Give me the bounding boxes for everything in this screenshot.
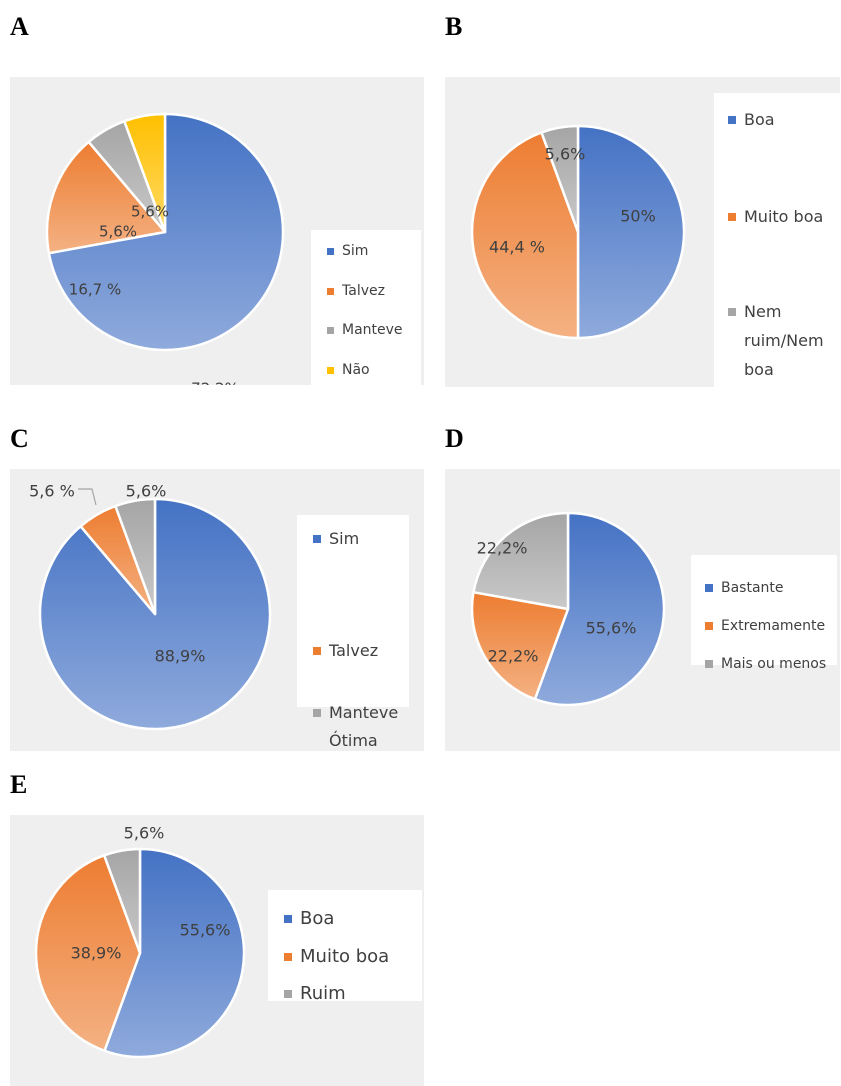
pie-chart-c: 88,9% 5,6 % 5,6% Sim Talvez Manteve Ótima <box>10 469 424 751</box>
panel-letter-b: B <box>445 12 463 41</box>
data-label-ruim: 5,6% <box>124 824 165 843</box>
pie-slice-muito-boa <box>470 131 580 340</box>
legend-label: Talvez <box>342 283 385 299</box>
legend-label: Sim <box>342 243 369 259</box>
legend-item-manteve-tima: Manteve Ótima <box>313 699 398 755</box>
pie-chart-a: 72,2% 16,7 % 5,6% 5,6% Sim Talvez Manteve Não <box>10 77 424 388</box>
data-label-n-o: 5,6% <box>131 203 169 221</box>
pie-slice-n-o <box>123 112 167 234</box>
data-label-talvez: 5,6 % <box>29 482 75 501</box>
data-label-mais-ou-menos: 22,2% <box>477 539 528 558</box>
pie-svg: 72,2% 16,7 % 5,6% 5,6% <box>45 112 285 386</box>
legend-swatch <box>327 366 334 374</box>
panel-letter-c: C <box>10 424 29 453</box>
legend: Boa Muito boa Ruim <box>268 890 422 1004</box>
pie-slice-talvez <box>45 140 167 255</box>
data-label-talvez: 16,7 % <box>69 281 121 299</box>
legend-label: Boa <box>744 110 775 129</box>
legend-label: Manteve <box>342 322 403 338</box>
legend-item-extremamente: Extremamente <box>705 617 825 635</box>
legend-swatch <box>705 622 713 630</box>
data-label-manteve: 5,6% <box>99 223 137 241</box>
legend-swatch <box>728 307 736 316</box>
legend-swatch <box>284 953 292 961</box>
legend-item-muito-boa: Muito boa <box>728 202 823 231</box>
pie-slice-nem-ruim-nem-boa <box>540 124 580 234</box>
legend-item-boa: Boa <box>284 908 334 930</box>
legend-item-bastante: Bastante <box>705 579 784 597</box>
legend: Sim Talvez Manteve Não <box>311 230 421 388</box>
panel-letter-d: D <box>445 424 464 453</box>
legend-item-talvez: Talvez <box>327 282 385 300</box>
legend-item-mais-ou-menos: Mais ou menos <box>705 655 826 673</box>
legend-label: Mais ou menos <box>721 656 827 672</box>
leader-line <box>78 488 97 506</box>
pie-slice-muito-boa <box>34 854 142 1052</box>
pie-svg: 55,6% 22,2% 22,2% <box>470 511 666 707</box>
legend-swatch <box>327 287 334 295</box>
legend-item-talvez: Talvez <box>313 637 378 665</box>
legend-label: Não <box>342 362 370 378</box>
data-label-manteve-tima: 5,6% <box>126 482 167 501</box>
pie-slice-sim <box>38 497 272 731</box>
data-label-nem-ruim-nem-boa: 5,6% <box>545 145 586 164</box>
data-label-boa: 50% <box>620 207 656 226</box>
pie-slice-mais-ou-menos <box>472 511 570 611</box>
pie-slice-extremamente <box>470 590 570 701</box>
legend-swatch <box>705 660 713 668</box>
data-label-sim: 88,9% <box>155 647 206 666</box>
pie-slice-manteve-tima <box>114 497 157 616</box>
legend-label: Muito boa <box>744 207 824 226</box>
legend: Boa Muito boa Nem ruim/Nem boa <box>714 93 841 387</box>
legend-label: Muito boa <box>300 946 390 967</box>
pie-svg: 88,9% 5,6 % 5,6% <box>29 482 272 731</box>
legend-item-muito-boa: Muito boa <box>284 946 389 968</box>
legend-label: Talvez <box>329 641 379 660</box>
legend-swatch <box>728 115 736 124</box>
pie-slice-ruim <box>102 847 142 955</box>
data-label-boa: 55,6% <box>180 921 231 940</box>
legend-label: Sim <box>329 529 360 548</box>
legend: Sim Talvez Manteve Ótima <box>297 515 409 750</box>
legend-label: Manteve Ótima <box>329 703 399 750</box>
legend-item-sim: Sim <box>313 525 359 553</box>
legend-swatch <box>313 647 321 655</box>
legend-swatch <box>327 247 334 255</box>
pie-slice-boa <box>103 847 246 1059</box>
legend-label: Bastante <box>721 580 784 596</box>
pie-svg: 55,6% 38,9% 5,6% <box>34 824 246 1059</box>
legend-swatch <box>284 990 292 998</box>
pie-svg: 50% 44,4 % 5,6% <box>470 124 686 340</box>
legend-swatch <box>313 535 321 543</box>
legend-swatch <box>327 326 334 334</box>
pie-chart-e: 55,6% 38,9% 5,6% Boa Muito boa Ruim <box>10 815 424 1086</box>
legend-item-sim: Sim <box>327 242 368 260</box>
legend-label: Ruim <box>300 983 346 1004</box>
data-label-muito-boa: 44,4 % <box>489 238 545 257</box>
legend-label: Extremamente <box>721 618 826 634</box>
pie-slice-bastante <box>533 511 666 707</box>
legend-item-boa: Boa <box>728 105 775 134</box>
pie-slice-boa <box>576 124 686 340</box>
legend-swatch <box>313 709 321 717</box>
pie-chart-d: 55,6% 22,2% 22,2% Bastante Extremamente Mais … <box>445 469 840 751</box>
data-label-muito-boa: 38,9% <box>71 944 122 963</box>
legend-item-n-o: Não <box>327 361 370 379</box>
legend-swatch <box>284 915 292 923</box>
legend-item-manteve: Manteve <box>327 321 403 339</box>
panel-letter-e: E <box>10 770 28 799</box>
legend-label: Boa <box>300 908 335 929</box>
data-label-bastante: 55,6% <box>586 619 637 638</box>
pie-chart-b: 50% 44,4 % 5,6% Boa Muito boa Nem ruim/Nem boa <box>445 77 841 387</box>
data-label-sim: 72,2% <box>191 380 239 386</box>
data-label-extremamente: 22,2% <box>488 647 539 666</box>
legend-label: Nem ruim/Nem boa <box>744 302 824 379</box>
legend-item-ruim: Ruim <box>284 983 346 1005</box>
legend-swatch <box>705 584 713 592</box>
panel-letter-a: A <box>10 12 29 41</box>
legend-item-nem-ruim-nem-boa: Nem ruim/Nem boa <box>728 297 824 384</box>
legend-swatch <box>728 212 736 221</box>
legend: Bastante Extremamente Mais ou menos <box>691 555 837 672</box>
